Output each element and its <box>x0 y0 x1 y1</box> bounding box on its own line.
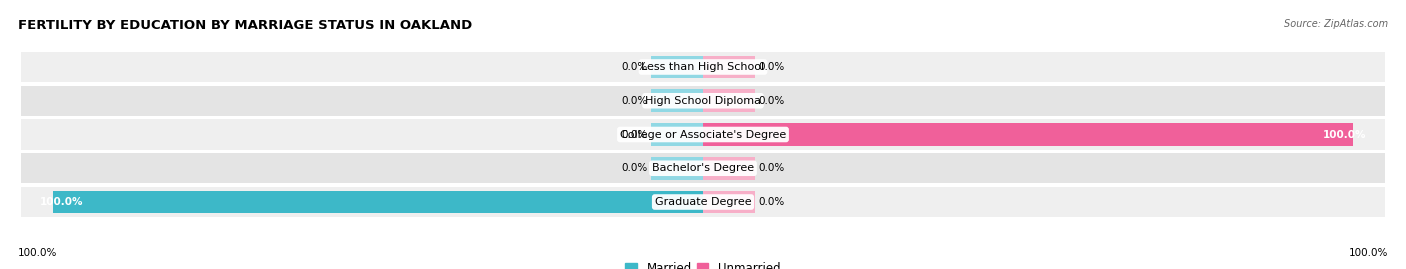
Text: College or Associate's Degree: College or Associate's Degree <box>620 129 786 140</box>
Text: 0.0%: 0.0% <box>621 129 648 140</box>
Bar <box>53 190 703 214</box>
Text: 0.0%: 0.0% <box>758 163 785 173</box>
Text: 100.0%: 100.0% <box>18 248 58 258</box>
Bar <box>21 153 1385 183</box>
Bar <box>21 52 1385 82</box>
Text: 100.0%: 100.0% <box>39 197 83 207</box>
Text: 0.0%: 0.0% <box>758 62 785 72</box>
Bar <box>703 157 755 180</box>
Bar <box>651 89 703 112</box>
Bar <box>651 157 703 180</box>
Text: 0.0%: 0.0% <box>621 96 648 106</box>
Text: 100.0%: 100.0% <box>1348 248 1388 258</box>
Bar <box>21 187 1385 217</box>
Text: Source: ZipAtlas.com: Source: ZipAtlas.com <box>1284 19 1388 29</box>
Text: Graduate Degree: Graduate Degree <box>655 197 751 207</box>
Text: Less than High School: Less than High School <box>641 62 765 72</box>
Text: High School Diploma: High School Diploma <box>645 96 761 106</box>
Bar <box>703 55 755 79</box>
Text: 0.0%: 0.0% <box>621 163 648 173</box>
Bar <box>703 190 755 214</box>
Bar <box>21 86 1385 116</box>
Bar <box>651 123 703 146</box>
Text: 0.0%: 0.0% <box>758 197 785 207</box>
Text: FERTILITY BY EDUCATION BY MARRIAGE STATUS IN OAKLAND: FERTILITY BY EDUCATION BY MARRIAGE STATU… <box>18 19 472 32</box>
Bar <box>703 89 755 112</box>
Text: Bachelor's Degree: Bachelor's Degree <box>652 163 754 173</box>
Bar <box>21 119 1385 150</box>
Bar <box>703 123 1353 146</box>
Bar <box>651 55 703 79</box>
Text: 0.0%: 0.0% <box>758 96 785 106</box>
Legend: Married, Unmarried: Married, Unmarried <box>620 258 786 269</box>
Text: 0.0%: 0.0% <box>621 62 648 72</box>
Text: 100.0%: 100.0% <box>1323 129 1367 140</box>
